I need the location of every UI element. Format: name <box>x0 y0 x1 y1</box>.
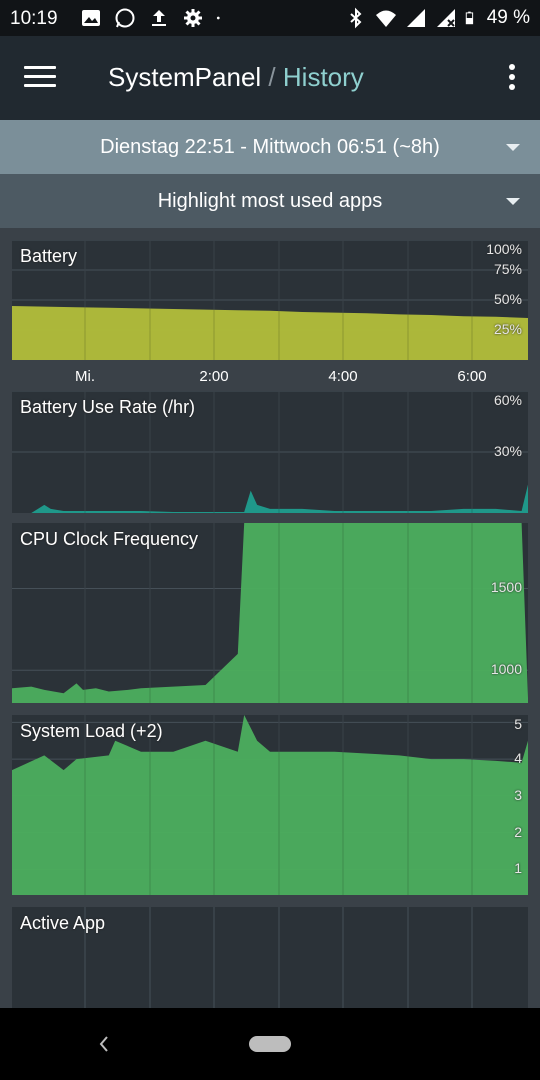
app-bar: SystemPanel / History <box>0 36 540 120</box>
wifi-icon <box>375 10 396 27</box>
y-tick: 1 <box>514 860 522 877</box>
y-tick: 5 <box>514 716 522 732</box>
x-tick: 2:00 <box>199 368 229 385</box>
active-app-chart: Active App <box>12 907 528 1008</box>
series-area <box>12 523 528 703</box>
chevron-down-icon <box>506 198 520 205</box>
y-tick: 75% <box>493 261 522 277</box>
battery-percent: 49 % <box>486 7 530 28</box>
battery-use-rate-chart: Battery Use Rate (/hr) 60% 30% <box>12 391 528 513</box>
x-tick: 4:00 <box>328 368 358 385</box>
time-axis: Mi. 2:00 4:00 6:00 <box>12 366 528 390</box>
app-title: SystemPanel <box>108 62 262 92</box>
y-tick: 50% <box>493 291 522 307</box>
system-load-plot <box>12 715 528 895</box>
page-title: SystemPanel / History <box>108 62 364 93</box>
y-tick: 1000 <box>490 661 522 678</box>
whatsapp-icon <box>115 8 135 28</box>
y-tick: 3 <box>514 786 522 803</box>
x-tick: Mi. <box>75 368 95 385</box>
series-area <box>12 306 528 360</box>
y-tick: 60% <box>493 392 522 408</box>
system-load-chart: System Load (+2) 5 4 3 2 1 <box>12 715 528 895</box>
navigation-bar <box>0 1008 540 1080</box>
chart-title: Battery <box>20 246 78 266</box>
menu-icon[interactable] <box>24 66 56 90</box>
time-range-value: Dienstag 22:51 - Mittwoch 06:51 (~8h) <box>100 136 440 158</box>
y-tick: 1500 <box>490 579 522 596</box>
dot-icon <box>216 16 220 20</box>
active-app-plot <box>84 907 473 1008</box>
cpu-frequency-plot <box>12 523 528 703</box>
battery-chart: Battery 100% 75% 50% 25% <box>12 240 528 360</box>
y-tick: 100% <box>486 241 522 257</box>
bluetooth-icon <box>350 7 362 29</box>
section-title: History <box>282 62 364 92</box>
battery-chart-plot <box>12 240 528 360</box>
back-icon[interactable] <box>96 1034 112 1054</box>
y-tick: 25% <box>493 321 522 337</box>
chart-title: Battery Use Rate (/hr) <box>20 397 196 417</box>
chart-title: System Load (+2) <box>20 721 163 741</box>
chevron-down-icon <box>506 144 520 151</box>
highlight-value: Highlight most used apps <box>157 190 383 212</box>
status-time: 10:19 <box>10 8 58 29</box>
title-separator: / <box>268 62 276 92</box>
series-area <box>12 715 528 895</box>
more-options-icon[interactable] <box>508 64 516 92</box>
gear-icon <box>184 9 202 27</box>
series-area <box>12 484 528 513</box>
upload-icon <box>152 10 166 26</box>
y-tick: 4 <box>514 750 522 767</box>
signal-x-icon <box>436 9 455 27</box>
time-range-dropdown[interactable]: Dienstag 22:51 - Mittwoch 06:51 (~8h) <box>0 120 540 174</box>
image-icon <box>82 10 100 26</box>
y-tick: 30% <box>493 443 522 459</box>
battery-icon <box>465 11 473 25</box>
status-bar: 10:19 49 % <box>0 0 540 36</box>
highlight-dropdown[interactable]: Highlight most used apps <box>0 174 540 228</box>
cpu-frequency-chart: CPU Clock Frequency 1500 1000 <box>12 523 528 703</box>
x-tick: 6:00 <box>457 368 487 385</box>
chart-title: Active App <box>20 913 106 933</box>
home-button[interactable] <box>249 1036 291 1052</box>
y-tick: 2 <box>514 823 522 840</box>
battery-use-rate-plot <box>12 391 528 513</box>
signal-icon <box>406 9 425 27</box>
chart-title: CPU Clock Frequency <box>20 529 199 549</box>
